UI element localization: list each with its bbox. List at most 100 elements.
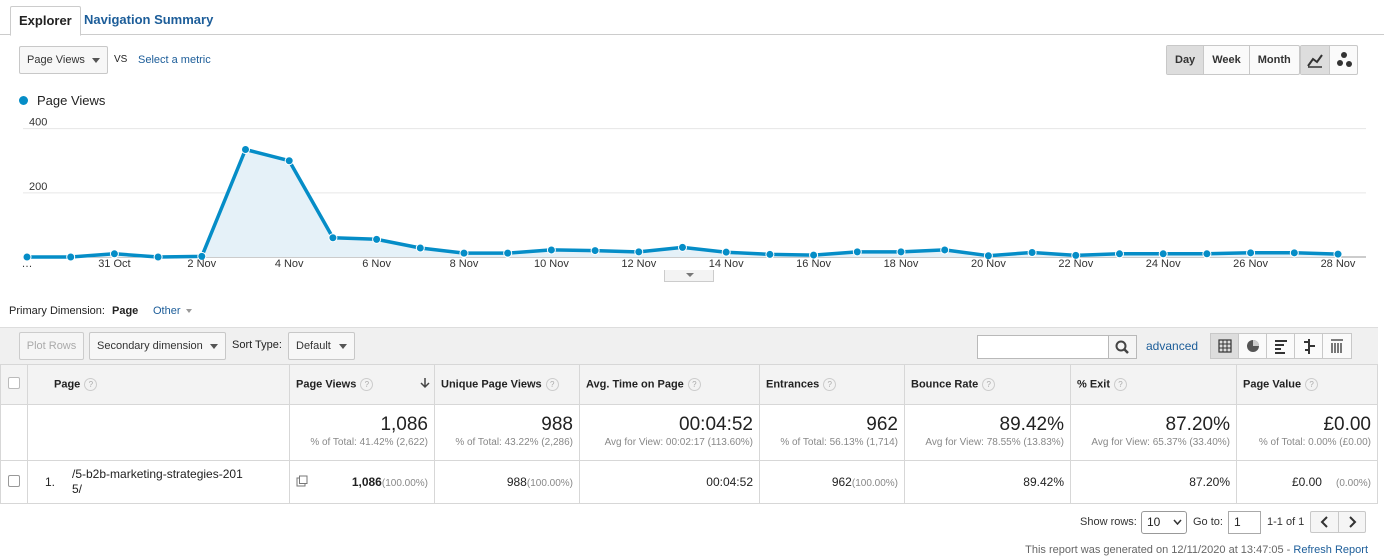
- header-bounce-rate[interactable]: Bounce Rate?: [904, 364, 1071, 405]
- comparison-view-button[interactable]: [1295, 334, 1323, 358]
- header-page[interactable]: Page?: [27, 364, 290, 405]
- data-point[interactable]: [940, 245, 950, 255]
- data-point[interactable]: [1158, 249, 1168, 259]
- table-search-input[interactable]: [977, 335, 1109, 359]
- header-exit[interactable]: % Exit?: [1070, 364, 1237, 405]
- data-point[interactable]: [66, 252, 76, 262]
- open-external-icon[interactable]: [296, 475, 308, 487]
- help-icon[interactable]: ?: [1305, 378, 1319, 391]
- tab-navigation-summary[interactable]: Navigation Summary: [84, 12, 214, 27]
- metric-select-value: Page Views: [27, 54, 85, 66]
- help-icon[interactable]: ?: [823, 378, 837, 391]
- data-point[interactable]: [1027, 248, 1037, 258]
- help-icon[interactable]: ?: [545, 378, 559, 391]
- data-point[interactable]: [153, 252, 163, 262]
- data-table: Page? Page Views? Unique Page Views? Avg…: [0, 364, 1378, 504]
- help-icon[interactable]: ?: [84, 378, 98, 391]
- data-point[interactable]: [284, 156, 294, 166]
- row-unique-pct: (100.00%): [526, 478, 573, 489]
- chevron-down-icon: [210, 344, 218, 349]
- help-icon[interactable]: ?: [687, 378, 701, 391]
- help-icon[interactable]: ?: [1114, 378, 1128, 391]
- period-day-button[interactable]: Day: [1167, 46, 1205, 74]
- row-checkbox[interactable]: [8, 474, 20, 487]
- pivot-view-button[interactable]: [1323, 334, 1351, 358]
- help-icon[interactable]: ?: [982, 378, 996, 391]
- total-avg-time-value: 00:04:52: [679, 414, 753, 435]
- x-tick-label: 8 Nov: [450, 258, 479, 270]
- show-rows-select[interactable]: 10: [1141, 511, 1187, 534]
- dimension-page[interactable]: Page: [112, 305, 139, 317]
- data-point[interactable]: [983, 251, 993, 261]
- total-unique: 988 % of Total: 43.22% (2,286): [434, 404, 580, 461]
- data-point[interactable]: [1202, 249, 1212, 259]
- row-value-pct: (0.00%): [1335, 478, 1371, 489]
- secondary-dimension-select[interactable]: Secondary dimension: [89, 332, 226, 360]
- data-point[interactable]: [1115, 249, 1124, 259]
- select-all-checkbox[interactable]: [8, 377, 20, 389]
- data-point[interactable]: [1333, 249, 1343, 259]
- data-point[interactable]: [22, 252, 32, 262]
- line-chart-button[interactable]: [1301, 46, 1330, 74]
- total-exit: 87.20% Avg for View: 65.37% (33.40%): [1070, 404, 1237, 461]
- data-point[interactable]: [765, 249, 775, 259]
- data-point[interactable]: [590, 246, 600, 256]
- period-week-button[interactable]: Week: [1204, 46, 1250, 74]
- data-point[interactable]: [678, 242, 687, 252]
- data-point[interactable]: [1246, 248, 1256, 258]
- data-point[interactable]: [459, 248, 469, 258]
- row-page-views-pct: (100.00%): [381, 478, 428, 489]
- period-month-button[interactable]: Month: [1257, 54, 1291, 66]
- header-entrances[interactable]: Entrances?: [759, 364, 905, 405]
- chart-collapse-handle[interactable]: [664, 270, 714, 282]
- report-generated-note: This report was generated on 12/11/2020 …: [1025, 544, 1368, 556]
- x-tick-label: 4 Nov: [275, 258, 304, 270]
- dimension-other-label: Other: [153, 305, 181, 317]
- data-point[interactable]: [241, 144, 250, 154]
- header-avg-time[interactable]: Avg. Time on Page?: [579, 364, 760, 405]
- total-page-views: 1,086 % of Total: 41.42% (2,622): [289, 404, 435, 461]
- data-point[interactable]: [372, 234, 382, 244]
- select-all-cell: [0, 364, 28, 405]
- vs-label: VS: [114, 54, 128, 65]
- row-value: £0.00 (0.00%): [1236, 460, 1378, 504]
- data-point[interactable]: [328, 233, 338, 243]
- refresh-report-link[interactable]: Refresh Report: [1293, 544, 1368, 556]
- data-point[interactable]: [809, 250, 819, 260]
- data-point[interactable]: [634, 247, 644, 257]
- tab-explorer[interactable]: Explorer: [10, 6, 81, 36]
- goto-input[interactable]: 1: [1228, 511, 1261, 534]
- total-entrances-value: 962: [866, 414, 898, 435]
- pivot-icon: [1331, 339, 1343, 353]
- row-page-link[interactable]: /5-b2b-marketing-strategies-201 5/: [72, 467, 243, 497]
- dimension-other[interactable]: Other: [153, 305, 192, 317]
- data-point[interactable]: [1071, 250, 1081, 260]
- prev-page-button[interactable]: [1311, 512, 1339, 532]
- advanced-link[interactable]: advanced: [1146, 339, 1199, 353]
- data-point[interactable]: [109, 249, 119, 259]
- sort-type-select[interactable]: Default: [288, 332, 355, 360]
- total-unique-value: 988: [541, 414, 573, 435]
- data-view-button[interactable]: [1211, 334, 1239, 358]
- pie-view-button[interactable]: [1239, 334, 1267, 358]
- data-point[interactable]: [197, 251, 207, 261]
- data-point[interactable]: [415, 243, 425, 253]
- data-point[interactable]: [1289, 248, 1299, 258]
- data-point[interactable]: [546, 245, 556, 255]
- data-point[interactable]: [896, 247, 906, 257]
- motion-chart-button[interactable]: [1330, 46, 1358, 74]
- next-page-button[interactable]: [1339, 512, 1366, 532]
- data-point[interactable]: [721, 247, 731, 257]
- performance-view-button[interactable]: [1267, 334, 1295, 358]
- search-button[interactable]: [1108, 335, 1137, 359]
- row-value-value: £0.00: [1291, 475, 1322, 489]
- help-icon[interactable]: ?: [360, 378, 374, 391]
- header-unique-page-views[interactable]: Unique Page Views?: [434, 364, 580, 405]
- header-page-views[interactable]: Page Views?: [289, 364, 435, 405]
- metric-select[interactable]: Page Views: [19, 46, 108, 74]
- data-point[interactable]: [503, 248, 513, 258]
- data-point[interactable]: [852, 247, 862, 257]
- plot-rows-button[interactable]: Plot Rows: [19, 332, 84, 360]
- select-metric-link[interactable]: Select a metric: [138, 54, 211, 66]
- header-page-value[interactable]: Page Value?: [1236, 364, 1378, 405]
